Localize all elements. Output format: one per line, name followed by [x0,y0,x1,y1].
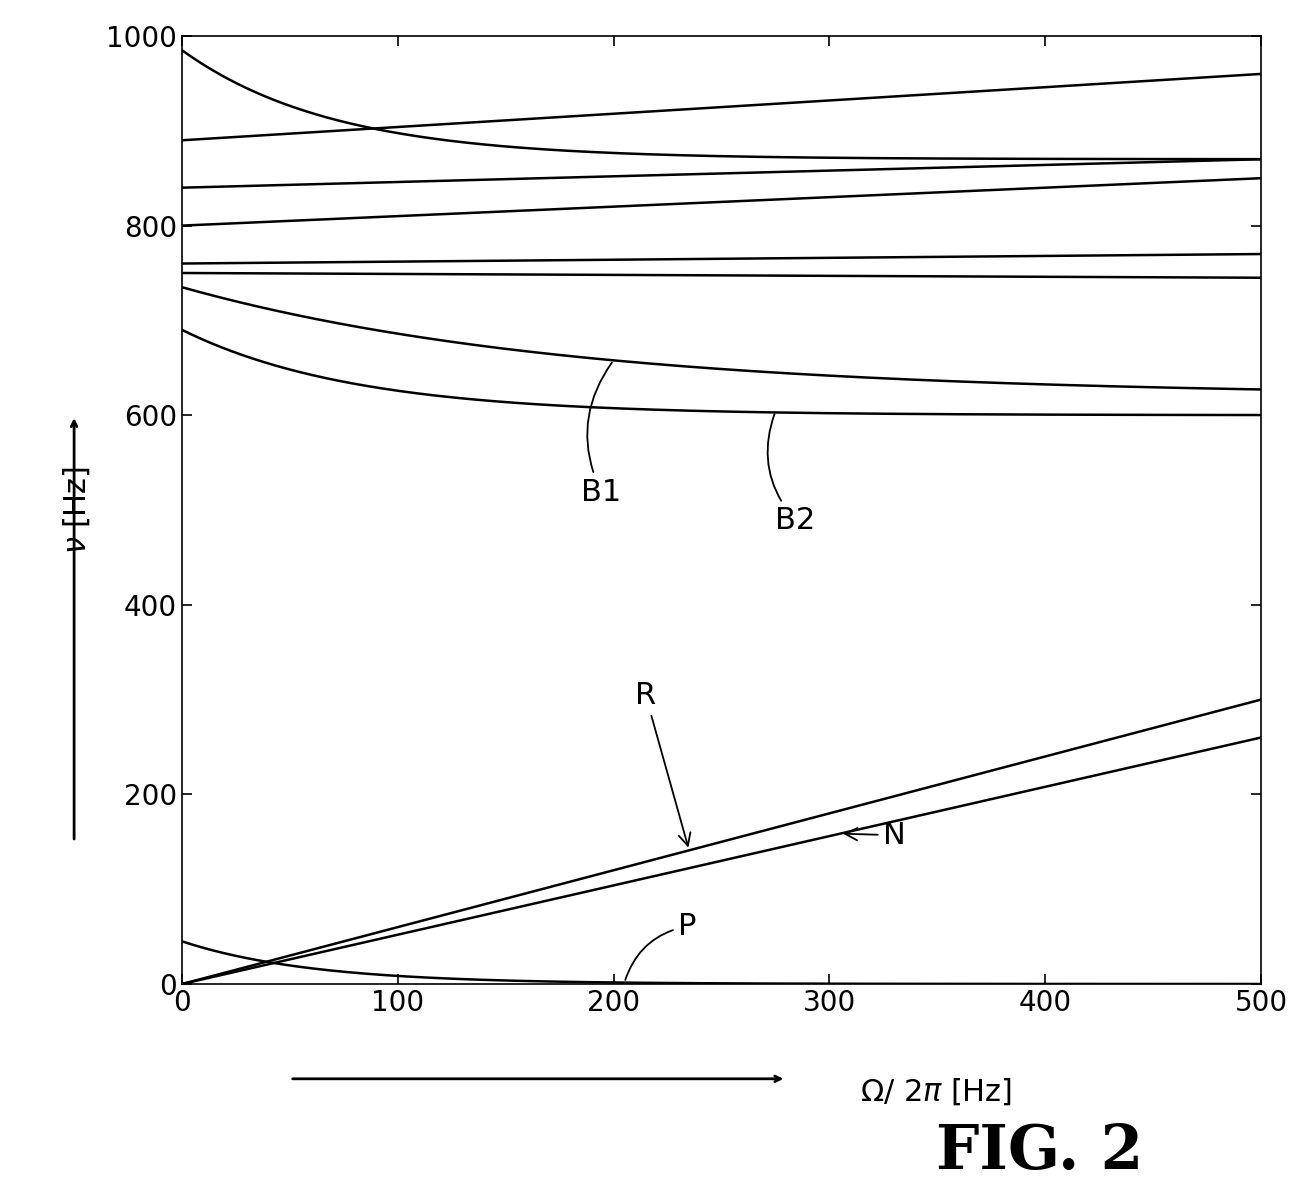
Text: FIG. 2: FIG. 2 [936,1122,1144,1182]
Text: B1: B1 [581,362,621,506]
Text: N: N [845,821,906,850]
Y-axis label: $\nu$ [Hz]: $\nu$ [Hz] [62,466,92,554]
Text: R: R [636,682,690,846]
Text: $\Omega$/ 2$\pi$ [Hz]: $\Omega$/ 2$\pi$ [Hz] [861,1076,1011,1108]
Text: P: P [625,912,697,980]
Text: B2: B2 [767,414,815,535]
